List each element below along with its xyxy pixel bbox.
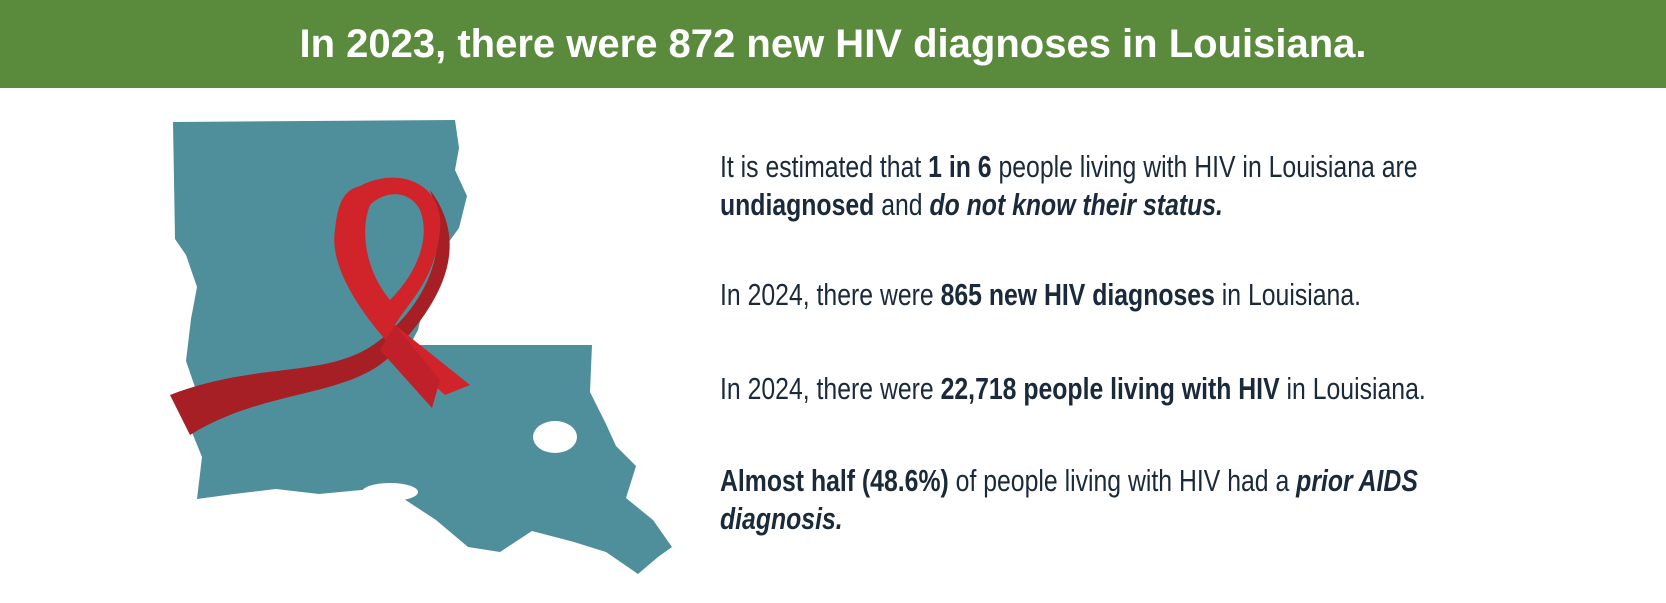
text: undiagnosed (720, 187, 875, 222)
bay (362, 483, 418, 501)
text: In 2024, there were (720, 371, 941, 406)
text: 865 new HIV diagnoses (940, 277, 1215, 312)
text: of people living with HIV had a (948, 463, 1297, 498)
text: Almost half (48.6%) (720, 463, 949, 498)
ribbon-tail (380, 325, 440, 408)
ribbon-back (170, 190, 450, 435)
text: in Louisiana. (1214, 277, 1362, 312)
paragraph: Almost half (48.6%) of people living wit… (720, 462, 1488, 538)
text: and (874, 187, 930, 222)
text: It is estimated that (720, 149, 929, 184)
louisiana-map (170, 120, 672, 574)
text: 1 in 6 (928, 149, 992, 184)
text: 22,718 people living with HIV (940, 371, 1280, 406)
text: people living with HIV in Louisiana are (991, 149, 1418, 184)
text: do not know their status. (929, 187, 1223, 222)
text: In 2024, there were (720, 277, 941, 312)
text: prior AIDS diagnosis. (720, 463, 1418, 536)
header-title: In 2023, there were 872 new HIV diagnose… (0, 0, 1666, 88)
ribbon-front (334, 177, 470, 395)
paragraph: It is estimated that 1 in 6 people livin… (720, 148, 1520, 224)
paragraph: In 2024, there were 865 new HIV diagnose… (720, 276, 1361, 314)
paragraph: In 2024, there were 22,718 people living… (720, 370, 1426, 408)
text: in Louisiana. (1279, 371, 1426, 406)
lake (533, 421, 577, 453)
